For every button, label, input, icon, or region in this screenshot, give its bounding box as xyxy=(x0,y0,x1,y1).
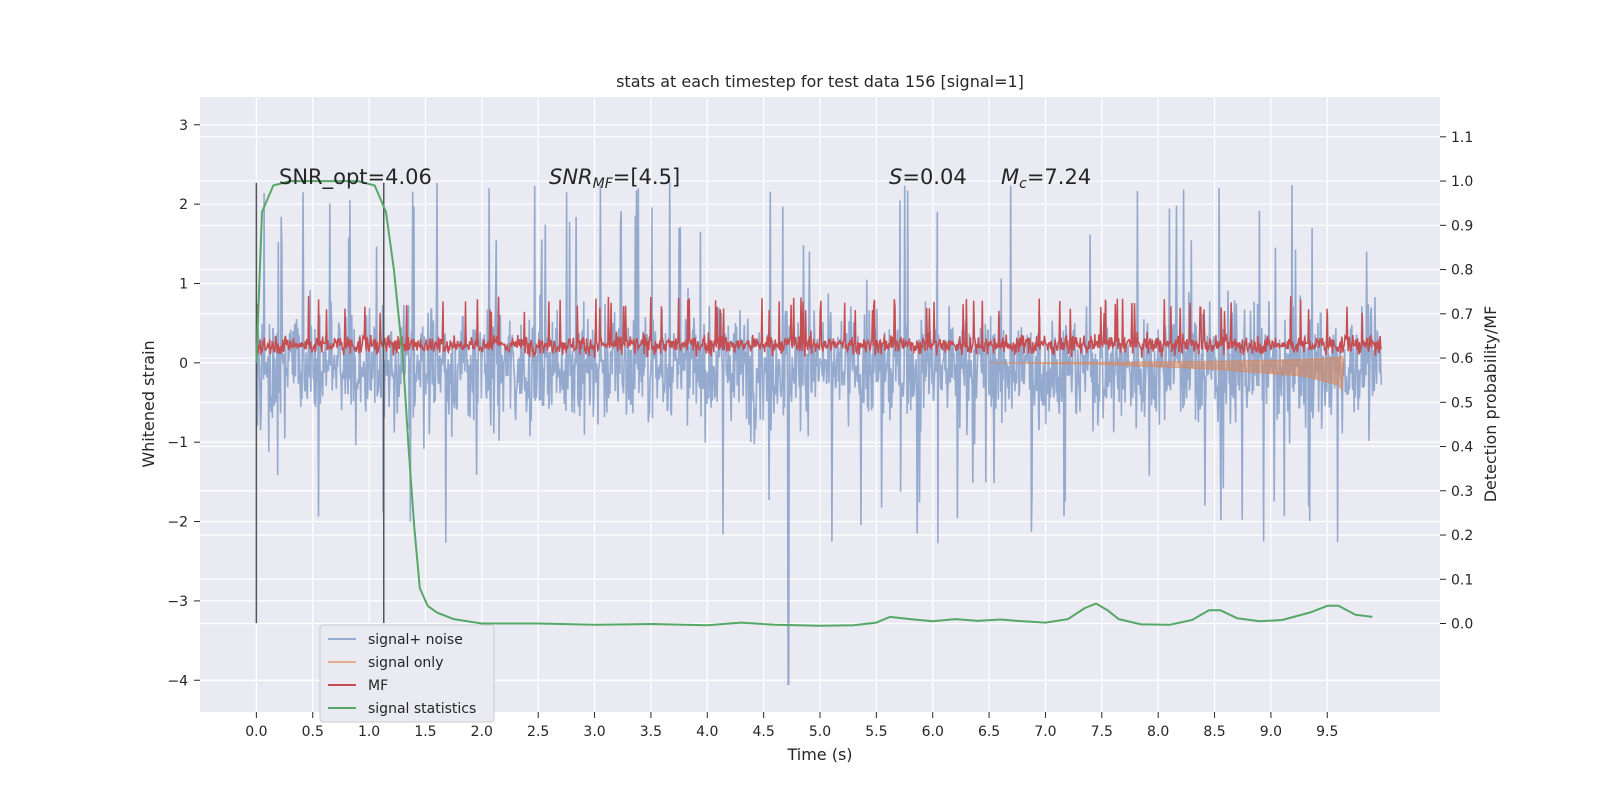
x-axis-label: Time (s) xyxy=(786,745,852,764)
x-tick-label: 5.5 xyxy=(865,724,887,740)
x-tick-label: 6.0 xyxy=(922,724,944,740)
mc-annotation: Mc=7.24 xyxy=(1001,165,1091,192)
y2-tick-label: 0.2 xyxy=(1451,528,1473,544)
legend-label-mf: MF xyxy=(368,678,388,694)
x-tick-label: 7.5 xyxy=(1091,724,1113,740)
legend-label-signal-plus-noise: signal+ noise xyxy=(368,632,463,648)
mf-line xyxy=(255,296,1383,359)
x-tick-label: 5.0 xyxy=(809,724,831,740)
y-tick-label: −3 xyxy=(167,594,188,610)
right-axis-ticks: 1.1 1.0 0.9 0.8 0.7 0.6 0.5 0.4 0.3 0.2 0.1 0.0 xyxy=(1440,130,1473,633)
signal-statistics-line xyxy=(255,180,1373,627)
y-tick-label: 0 xyxy=(179,356,188,372)
y2-tick-label: 0.5 xyxy=(1451,395,1473,411)
x-tick-label: 0.0 xyxy=(245,724,267,740)
signal-only-series xyxy=(989,355,1345,393)
y-tick-label: −2 xyxy=(167,515,188,531)
x-tick-label: 8.5 xyxy=(1203,724,1225,740)
x-tick-label: 0.5 xyxy=(302,724,324,740)
y2-tick-label: 0.4 xyxy=(1451,440,1473,456)
snr-opt-annotation: SNR_opt=4.06 xyxy=(279,165,432,190)
x-tick-label: 3.0 xyxy=(583,724,605,740)
y2-tick-label: 0.3 xyxy=(1451,484,1473,500)
legend-box xyxy=(319,624,495,723)
snr-mf-annotation: SNRMF=[4.5] xyxy=(549,165,680,192)
y2-tick-label: 0.8 xyxy=(1451,263,1473,279)
y2-axis-label: Detection probability/MF xyxy=(1481,306,1500,503)
x-tick-label: 2.5 xyxy=(527,724,549,740)
y-tick-label: −1 xyxy=(167,435,188,451)
x-tick-label: 1.5 xyxy=(414,724,436,740)
y2-tick-label: 1.1 xyxy=(1451,130,1473,146)
chart-title: stats at each timestep for test data 156… xyxy=(616,72,1024,91)
mf-series xyxy=(255,296,1383,359)
x-tick-label: 9.5 xyxy=(1316,724,1338,740)
y-tick-label: 3 xyxy=(179,118,188,134)
x-tick-label: 8.0 xyxy=(1147,724,1169,740)
y-tick-label: 1 xyxy=(179,276,188,292)
y2-tick-label: 0.6 xyxy=(1451,351,1473,367)
y2-tick-label: 0.0 xyxy=(1451,617,1473,633)
y2-tick-label: 0.1 xyxy=(1451,572,1473,588)
vertical-markers xyxy=(255,182,385,624)
x-tick-label: 2.0 xyxy=(471,724,493,740)
left-axis-ticks: 3 2 1 0 −1 −2 −3 −4 xyxy=(167,118,200,689)
x-tick-label: 4.0 xyxy=(696,724,718,740)
y2-tick-label: 0.7 xyxy=(1451,307,1473,323)
x-tick-label: 7.0 xyxy=(1034,724,1056,740)
x-tick-label: 1.0 xyxy=(358,724,380,740)
s-annotation: S=0.04 xyxy=(889,165,967,189)
x-tick-label: 4.5 xyxy=(753,724,775,740)
legend-label-signal-statistics: signal statistics xyxy=(368,701,476,717)
y-tick-label: −4 xyxy=(167,673,188,689)
y2-tick-label: 1.0 xyxy=(1451,174,1473,190)
y-axis-label: Whitened strain xyxy=(139,340,158,467)
legend: signal+ noise signal only MF signal stat… xyxy=(319,624,495,723)
x-tick-label: 3.5 xyxy=(640,724,662,740)
signal-statistics-series xyxy=(255,180,1373,627)
x-axis-ticks: 0.0 0.5 1.0 1.5 2.0 2.5 3.0 3.5 4.0 4.5 5.0 5.5 6.0 6… xyxy=(245,712,1338,740)
y2-tick-label: 0.9 xyxy=(1451,218,1473,234)
signal-only-line xyxy=(989,355,1345,393)
legend-label-signal-only: signal only xyxy=(368,655,443,671)
y-tick-label: 2 xyxy=(179,197,188,213)
x-tick-label: 9.0 xyxy=(1260,724,1282,740)
x-tick-label: 6.5 xyxy=(978,724,1000,740)
